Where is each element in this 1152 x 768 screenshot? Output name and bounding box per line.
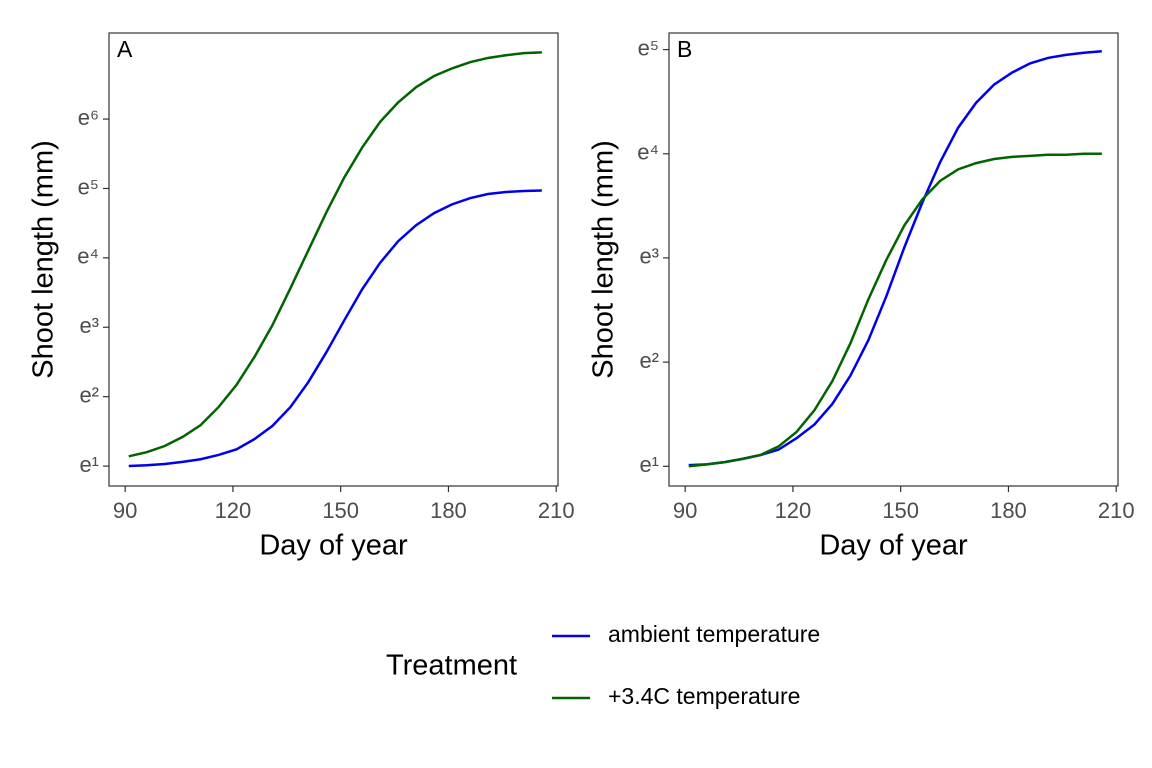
panel-label: A	[117, 36, 133, 62]
y-tick-label: e⁵	[638, 35, 659, 60]
legend-label: +3.4C temperature	[608, 683, 800, 709]
y-tick-label: e⁶	[78, 105, 99, 130]
x-tick-label: 120	[215, 498, 252, 523]
x-tick-label: 120	[775, 498, 812, 523]
x-tick-label: 210	[1098, 498, 1135, 523]
x-axis-title: Day of year	[819, 530, 968, 562]
x-tick-label: 180	[430, 498, 467, 523]
legend-label: ambient temperature	[608, 621, 820, 647]
y-tick-label: e⁴	[637, 140, 659, 165]
x-tick-label: 210	[538, 498, 575, 523]
series-line	[688, 50, 1102, 467]
x-tick-label: 90	[113, 498, 137, 523]
x-tick-label: 180	[990, 498, 1027, 523]
y-tick-label: e²	[79, 382, 99, 407]
x-tick-label: 90	[673, 498, 697, 523]
y-axis-title: Shoot length (mm)	[588, 140, 620, 379]
series-line	[128, 51, 542, 458]
panel-label: B	[677, 36, 692, 62]
plot-border	[108, 32, 559, 487]
legend-title: Treatment	[386, 650, 517, 682]
y-tick-label: e¹	[79, 452, 99, 477]
x-axis-title: Day of year	[259, 530, 408, 562]
y-tick-label: e³	[639, 244, 659, 269]
x-tick-label: 150	[882, 498, 919, 523]
y-tick-label: e⁵	[78, 174, 99, 199]
series-line	[688, 152, 1102, 468]
y-tick-label: e²	[639, 348, 659, 373]
plot-border	[668, 32, 1119, 487]
y-axis-title: Shoot length (mm)	[28, 140, 60, 379]
series-line	[128, 189, 542, 468]
y-tick-label: e¹	[639, 452, 659, 477]
x-tick-label: 150	[322, 498, 359, 523]
y-tick-label: e⁴	[77, 244, 99, 269]
y-tick-label: e³	[79, 313, 99, 338]
